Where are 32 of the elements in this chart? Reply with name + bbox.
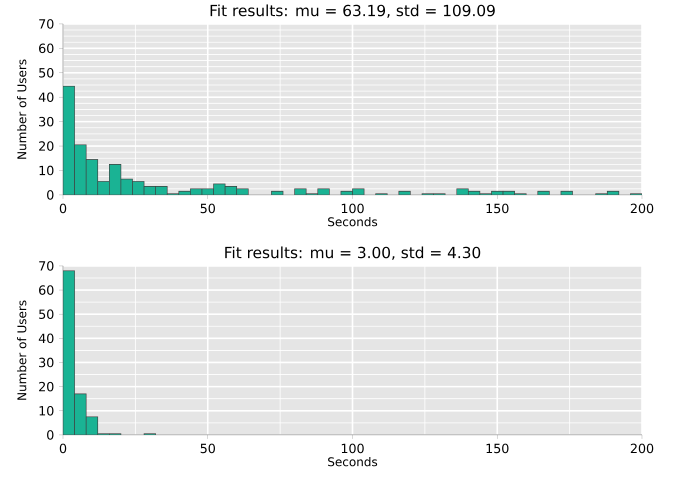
chart-title: Fit results: mu = 63.19, std = 109.09: [210, 4, 495, 18]
y-tick-label: 20: [39, 141, 54, 151]
y-tick-label: 60: [39, 285, 54, 295]
x-tick-label: 150: [486, 204, 508, 214]
y-tick-label: 50: [39, 309, 54, 320]
y-tick-label: 70: [39, 261, 54, 271]
x-tick-label: 50: [200, 204, 215, 214]
x-tick-label: 150: [486, 444, 508, 454]
x-axis-title: Seconds: [328, 217, 378, 226]
x-axis-title: Seconds: [328, 457, 378, 466]
x-tick-label: 100: [342, 204, 364, 214]
y-tick-label: 40: [38, 92, 54, 102]
y-tick-label: 30: [39, 358, 54, 368]
y-tick-label: 0: [47, 430, 54, 440]
y-tick-label: 70: [39, 19, 54, 29]
y-axis-title: Number of Users: [17, 60, 26, 159]
y-axis-title: Number of Users: [17, 300, 26, 400]
x-tick-label: 0: [60, 204, 66, 214]
y-tick-label: 30: [39, 116, 54, 126]
x-tick-label: 100: [342, 444, 364, 454]
y-tick-label: 10: [40, 166, 54, 176]
y-tick-label: 50: [39, 68, 54, 78]
x-tick-label: 0: [60, 444, 66, 454]
y-tick-label: 40: [38, 334, 54, 344]
y-tick-label: 20: [39, 382, 54, 392]
y-tick-label: 0: [47, 190, 54, 200]
y-tick-label: 60: [39, 44, 54, 54]
y-tick-label: 10: [40, 406, 54, 416]
x-tick-label: 50: [200, 444, 215, 454]
chart-title: Fit results: mu = 3.00, std = 4.30: [225, 246, 480, 260]
x-tick-label: 200: [630, 444, 654, 454]
x-tick-label: 200: [630, 204, 654, 214]
